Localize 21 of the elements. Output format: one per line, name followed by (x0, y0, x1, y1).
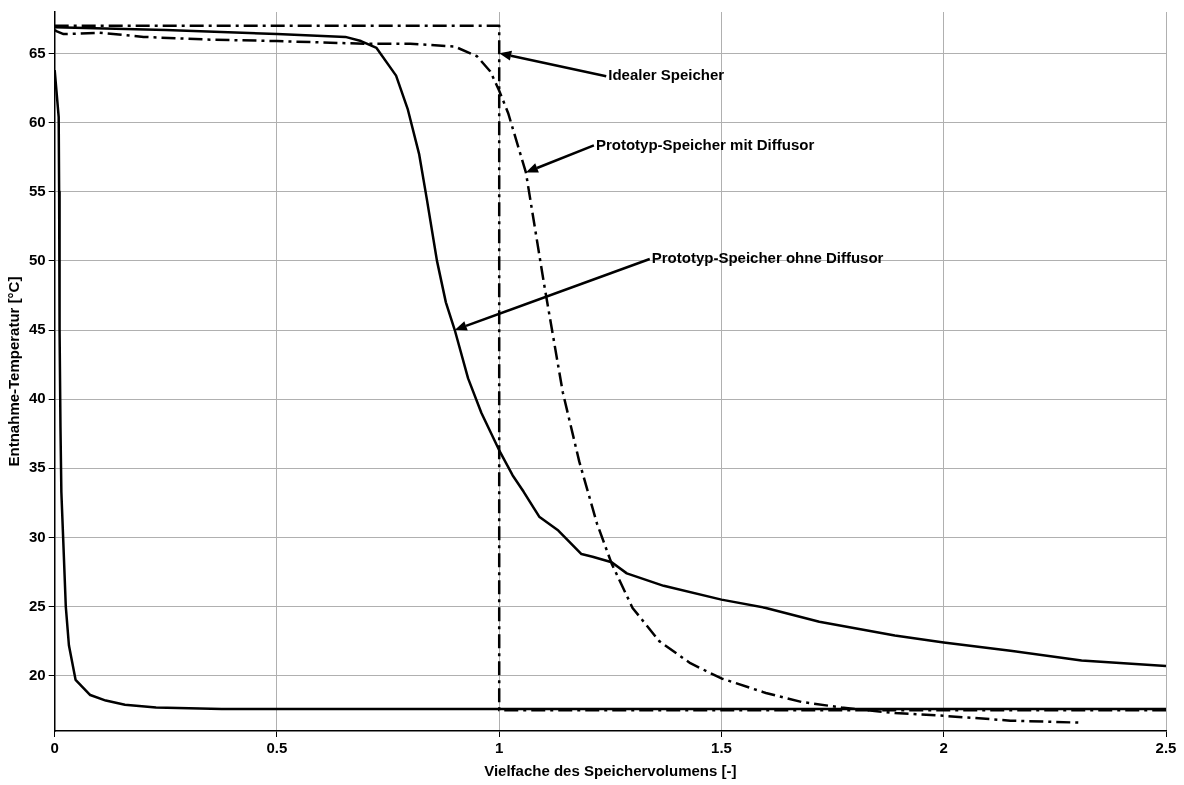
x-tick-label: 2.5 (1155, 739, 1177, 757)
x-tick-label: 0.5 (266, 739, 288, 757)
y-tick-label: 45 (29, 320, 46, 338)
y-tick-label: 25 (29, 596, 46, 614)
x-tick-label: 0 (50, 739, 59, 757)
y-tick-label: 40 (29, 389, 46, 407)
x-tick-label: 2 (939, 739, 948, 757)
y-tick-label: 20 (29, 665, 46, 683)
x-axis-title: Vielfache des Speichervolumens [-] (484, 762, 737, 780)
y-tick-label: 30 (29, 527, 46, 545)
x-tick-label: 1 (495, 739, 504, 757)
y-axis-title: Entnahme-Temperatur [°C] (5, 276, 23, 467)
annotation: Prototyp-Speicher ohne Diffusor (651, 249, 884, 267)
annotation: Prototyp-Speicher mit Diffusor (595, 135, 815, 153)
y-tick-label: 65 (29, 43, 46, 61)
y-tick-label: 60 (29, 112, 46, 130)
y-tick-label: 35 (29, 458, 46, 476)
x-tick-label: 1.5 (711, 739, 732, 757)
annotation: Idealer Speicher (608, 66, 725, 84)
y-tick-label: 55 (29, 181, 46, 199)
y-tick-label: 50 (29, 251, 46, 269)
